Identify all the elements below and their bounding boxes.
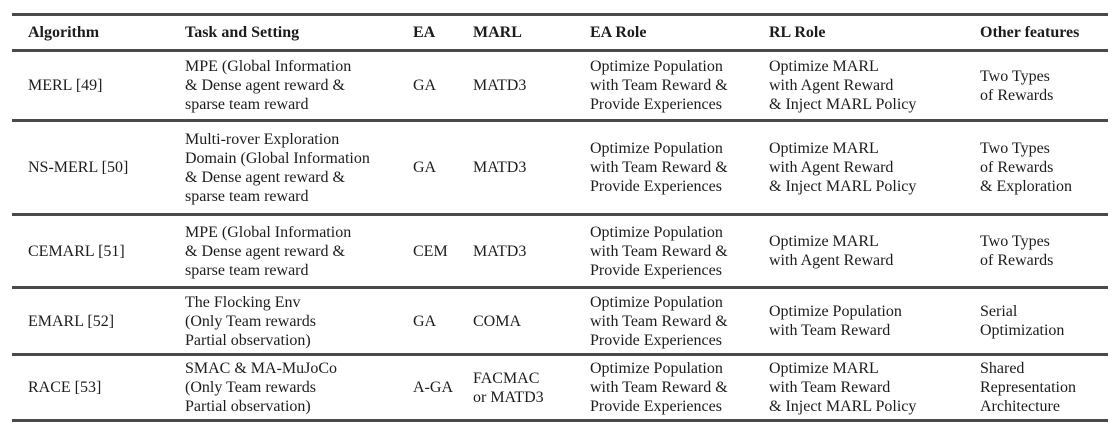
cell-ea: CEM: [413, 242, 448, 260]
cell-ea: GA: [413, 159, 437, 176]
col-header-algorithm: Algorithm: [28, 24, 100, 41]
col-header-task-and-setting: Task and Setting: [185, 24, 300, 41]
col-header-ea: EA: [413, 24, 436, 41]
table-row-merl: MERL [49] MPE (Global Information & Dens…: [12, 51, 1108, 121]
cell-algorithm: CEMARL [51]: [28, 242, 125, 260]
cell-rl-role: Optimize MARL with Agent Reward & Inject…: [769, 140, 917, 195]
cell-task-setting: The Flocking Env (Only Team rewards Part…: [185, 293, 316, 349]
cell-other-features: Two Types of Rewards: [980, 67, 1054, 104]
cell-ea-role: Optimize Population with Team Reward & P…: [590, 140, 728, 195]
cell-algorithm: EMARL [52]: [28, 312, 115, 330]
cell-algorithm: MERL [49]: [28, 77, 103, 94]
cell-marl: MATD3: [473, 242, 527, 260]
cell-algorithm: NS-MERL [50]: [28, 159, 129, 176]
header-row: Algorithm Task and Setting EA MARL EA Ro…: [12, 15, 1108, 51]
cell-ea-role: Optimize Population with Team Reward & P…: [590, 293, 728, 349]
table-row-race: RACE [53] SMAC & MA-MuJoCo (Only Team re…: [12, 355, 1108, 421]
cell-rl-role: Optimize Population with Team Reward: [769, 303, 902, 339]
cell-task-setting: MPE (Global Information & Dense agent re…: [185, 223, 352, 279]
cell-other-features: Shared Representation Architecture: [980, 360, 1076, 415]
cell-task-setting: Multi-rover Exploration Domain (Global I…: [185, 130, 370, 205]
algorithm-comparison-table: Algorithm Task and Setting EA MARL EA Ro…: [12, 13, 1108, 422]
cell-rl-role: Optimize MARL with Team Reward & Inject …: [769, 360, 917, 415]
table-row-emarl: EMARL [52] The Flocking Env (Only Team r…: [12, 288, 1108, 355]
cell-marl: FACMAC or MATD3: [473, 369, 544, 406]
cell-ea-role: Optimize Population with Team Reward & P…: [590, 58, 728, 113]
cell-ea: GA: [413, 77, 437, 94]
cell-marl: COMA: [473, 312, 522, 330]
cell-other-features: Two Types of Rewards & Exploration: [980, 140, 1072, 195]
cell-marl: MATD3: [473, 159, 527, 176]
cell-task-setting: SMAC & MA-MuJoCo (Only Team rewards Part…: [185, 360, 338, 415]
table-row-cemarl: CEMARL [51] MPE (Global Information & De…: [12, 215, 1108, 288]
cell-algorithm: RACE [53]: [28, 379, 102, 396]
table-row-ns-merl: NS-MERL [50] Multi-rover Exploration Dom…: [12, 121, 1108, 215]
col-header-ea-role: EA Role: [590, 24, 647, 41]
cell-ea-role: Optimize Population with Team Reward & P…: [590, 360, 728, 415]
col-header-other-features: Other features: [980, 24, 1080, 41]
cell-rl-role: Optimize MARL with Agent Reward & Inject…: [769, 58, 917, 113]
cell-other-features: Serial Optimization: [980, 303, 1065, 339]
cell-ea-role: Optimize Population with Team Reward & P…: [590, 223, 728, 279]
cell-ea: GA: [413, 312, 437, 330]
cell-other-features: Two Types of Rewards: [980, 233, 1054, 269]
cell-task-setting: MPE (Global Information & Dense agent re…: [185, 58, 352, 113]
cell-ea: A-GA: [413, 379, 453, 396]
cell-marl: MATD3: [473, 77, 527, 94]
col-header-rl-role: RL Role: [769, 24, 826, 41]
cell-rl-role: Optimize MARL with Agent Reward: [769, 233, 894, 269]
col-header-marl: MARL: [473, 24, 522, 41]
